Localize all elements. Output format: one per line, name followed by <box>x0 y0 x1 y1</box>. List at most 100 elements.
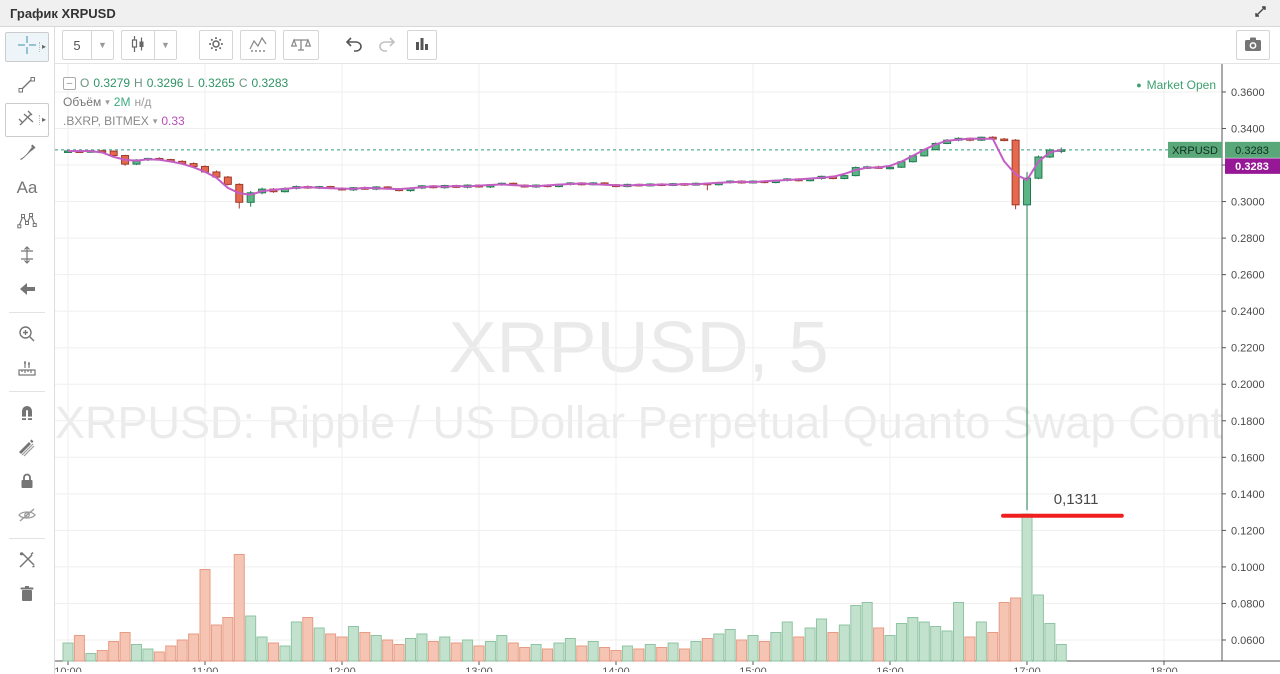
drawing-toolbar: ▸ ▸ Aa <box>0 27 55 674</box>
volume-bar <box>690 641 702 662</box>
object-tree-button[interactable] <box>5 544 49 578</box>
brush-icon <box>16 142 38 167</box>
volume-bar <box>873 627 885 662</box>
volume-bar <box>884 635 896 662</box>
bar-chart-button[interactable] <box>407 30 437 60</box>
candle-body <box>109 150 118 157</box>
price-tick-label: 0.2200 <box>1231 343 1265 355</box>
candle-body <box>223 176 232 185</box>
volume-bar <box>1021 513 1033 662</box>
volume-bar <box>507 642 519 662</box>
measure-tool-button[interactable] <box>5 352 49 386</box>
pitchfork-tool-button[interactable]: ▸ <box>5 103 49 137</box>
last-price-axis-label <box>1225 141 1280 158</box>
volume-bar <box>930 626 942 662</box>
legend-collapse-button[interactable]: – <box>63 76 76 90</box>
volume-bar <box>781 621 793 662</box>
time-tick-label: 14:00 <box>602 666 630 672</box>
price-tick-label: 0.1800 <box>1231 416 1265 428</box>
time-axis[interactable] <box>55 661 1280 672</box>
volume-bar <box>519 647 531 662</box>
chart-style-dropdown-button[interactable]: ▼ <box>155 30 177 60</box>
volume-bar <box>633 648 645 662</box>
price-axis[interactable] <box>1222 64 1280 661</box>
time-tick-label: 13:00 <box>465 666 493 672</box>
volume-legend-row: Объём ▾ 2M н/д <box>63 95 288 109</box>
volume-bar <box>701 638 713 662</box>
lock-drawings-button[interactable] <box>5 465 49 499</box>
chart-style-button[interactable] <box>121 30 155 60</box>
trend-line-tool-button[interactable] <box>5 69 49 103</box>
volume-bar <box>325 633 337 662</box>
indicators-button[interactable] <box>240 30 276 60</box>
compare-button[interactable] <box>283 30 319 60</box>
time-tick-label: 17:00 <box>1013 666 1041 672</box>
volume-bar <box>1032 594 1044 662</box>
crosshair-tool-button[interactable]: ▸ <box>5 32 49 62</box>
redo-button[interactable] <box>374 30 400 60</box>
volume-bar <box>62 642 74 662</box>
volume-bar <box>313 627 325 662</box>
price-tick-label: 0.2000 <box>1231 379 1265 391</box>
volume-bar <box>564 638 576 662</box>
chevron-down-icon: ▼ <box>161 40 170 50</box>
open-label: O <box>80 76 90 90</box>
price-tags: XRPUSD 0.3283 0.3283 <box>1168 141 1280 174</box>
volume-bar <box>621 645 633 662</box>
volume-bar <box>576 645 588 662</box>
volume-bar <box>359 632 371 662</box>
magnet-icon <box>16 402 38 427</box>
tools-icon <box>16 549 38 574</box>
undo-button[interactable] <box>341 30 367 60</box>
remove-drawings-button[interactable] <box>5 578 49 612</box>
interval-control: 5 ▼ <box>62 30 114 60</box>
volume-bar <box>199 569 211 662</box>
volume-bar <box>427 641 439 662</box>
top-toolbar: 5 ▼ ▼ <box>55 27 1280 64</box>
settings-button[interactable] <box>199 30 233 60</box>
interval-button[interactable]: 5 <box>62 30 92 60</box>
text-tool-button[interactable]: Aa <box>5 171 49 205</box>
arrow-tool-button[interactable] <box>5 273 49 307</box>
volume-pane <box>62 513 1067 662</box>
candle-body <box>1000 138 1009 142</box>
chevron-down-icon[interactable]: ▾ <box>152 115 158 126</box>
last-price-text: 0.3283 <box>1235 145 1269 157</box>
ruler-icon <box>16 357 38 382</box>
projection-tool-button[interactable] <box>5 239 49 273</box>
stay-in-drawing-mode-button[interactable] <box>5 431 49 465</box>
gear-icon <box>206 34 226 57</box>
chart-canvas[interactable]: 0.36000.34000.32000.30000.28000.26000.24… <box>55 64 1280 672</box>
eye-off-icon <box>16 504 38 529</box>
magnet-mode-button[interactable] <box>5 397 49 431</box>
overlay-legend-row: .BXRP, BITMEX ▾ 0.33 <box>63 114 288 128</box>
interval-value: 5 <box>73 37 81 53</box>
zoom-in-tool-button[interactable] <box>5 318 49 352</box>
snapshot-button[interactable] <box>1236 30 1270 60</box>
bar-chart-icon <box>414 36 430 55</box>
volume-bar <box>496 635 508 662</box>
volume-bar <box>918 621 930 662</box>
hide-drawings-button[interactable] <box>5 499 49 533</box>
time-tick-label: 15:00 <box>739 666 767 672</box>
fullscreen-button[interactable] <box>1250 3 1270 23</box>
scales-icon <box>290 34 312 57</box>
redo-arrow-icon <box>377 36 397 55</box>
high-label: H <box>134 76 143 90</box>
volume-bar <box>165 645 177 662</box>
crosshair-dropdown-caret[interactable]: ▸ <box>38 42 46 52</box>
volume-bar <box>587 641 599 662</box>
price-tick-label: 0.3400 <box>1231 123 1265 135</box>
chart-area[interactable]: XRPUSD, 5 XRPUSD: Ripple / US Dollar Per… <box>55 64 1280 674</box>
volume-bar <box>1055 644 1067 662</box>
time-tick-label: 10:00 <box>55 666 82 672</box>
brush-tool-button[interactable] <box>5 137 49 171</box>
candle-body <box>886 166 895 170</box>
volume-bar <box>770 632 782 662</box>
overlay-price-value: 0.33 <box>161 114 185 128</box>
chevron-down-icon[interactable]: ▾ <box>105 96 110 107</box>
interval-dropdown-button[interactable]: ▼ <box>92 30 114 60</box>
pattern-tool-button[interactable] <box>5 205 49 239</box>
pitchfork-dropdown-caret[interactable]: ▸ <box>38 115 46 125</box>
